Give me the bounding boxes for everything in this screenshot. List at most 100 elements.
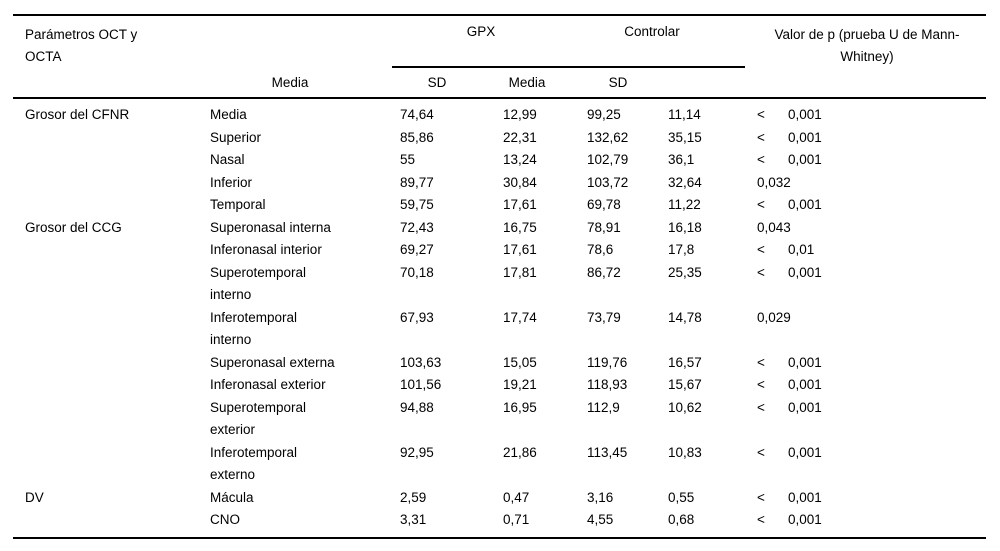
p-cell: <0,001 [755, 127, 986, 150]
ctrl-media-cell: 78,6 [587, 242, 614, 257]
gpx-media-cell: 59,75 [400, 197, 434, 212]
table-row: DV Mácula 2,59 0,47 3,16 0,55 <0,001 [13, 487, 986, 510]
param-line: Inferotemporal [210, 444, 298, 460]
gpx-sd-cell: 12,99 [503, 107, 537, 122]
table-row: Grosor del CFNR Media 74,64 12,99 99,25 … [13, 104, 986, 127]
group-cell [13, 194, 207, 217]
param-line: Temporal [210, 197, 266, 212]
p-cell: <0,001 [755, 374, 986, 397]
gpx-media-cell: 3,31 [400, 512, 427, 527]
p-cell: 0,029 [755, 307, 986, 352]
p-cell: <0,01 [755, 239, 986, 262]
param-line: Inferonasal interior [210, 242, 322, 257]
p-value-column-header: Valor de p (prueba U de Mann- Whitney) [753, 24, 981, 68]
param-line: Superotemporal [210, 264, 307, 280]
group-cell [13, 509, 207, 532]
gpx-media-cell: 67,93 [400, 309, 434, 325]
gpx-media-cell: 55 [400, 152, 416, 167]
param-line: CNO [210, 512, 240, 527]
group-cell [13, 442, 207, 487]
ctrl-media-cell: 3,16 [587, 489, 614, 505]
group-cell: Grosor del CCG [25, 219, 122, 235]
param-cell: Superonasal externa [207, 352, 392, 375]
p-value: 0,001 [788, 107, 822, 122]
params-column-header: Parámetros OCT y OCTA [25, 24, 137, 68]
ctrl-sd-cell: 16,18 [668, 219, 702, 235]
param-cell: Inferotemporal interno [207, 307, 392, 352]
p-cell: <0,001 [755, 397, 986, 442]
subheader-sd-1: SD [427, 75, 447, 90]
p-value: 0,01 [788, 242, 815, 257]
param-line: Superior [210, 129, 262, 145]
gpx-sd-cell: 16,75 [503, 219, 537, 235]
group-underline-rule [392, 66, 745, 68]
p-value: 0,029 [757, 309, 791, 325]
group-cell [13, 352, 207, 375]
p-less-than-sign: < [757, 129, 765, 145]
param-line: Media [210, 107, 247, 122]
p-header-line-1: Valor de p (prueba U de Mann- [774, 27, 960, 42]
header-separator-rule [13, 97, 986, 99]
param-line: externo [210, 467, 256, 482]
table-row: Inferonasal exterior 101,56 19,21 118,93… [13, 374, 986, 397]
param-line: Inferotemporal [210, 309, 298, 325]
table-row: Superior 85,86 22,31 132,62 35,15 <0,001 [13, 127, 986, 150]
param-cell: Superotemporal interno [207, 262, 392, 307]
gpx-group-header: GPX [466, 24, 496, 39]
param-cell: Superonasal interna [207, 217, 392, 240]
ctrl-media-cell: 113,45 [587, 444, 628, 460]
ctrl-sd-cell: 0,55 [668, 489, 695, 505]
table-row: Inferonasal interior 69,27 17,61 78,6 17… [13, 239, 986, 262]
param-line: Superonasal externa [210, 354, 335, 370]
group-cell: DV [25, 489, 44, 505]
p-less-than-sign: < [757, 107, 765, 122]
ctrl-sd-cell: 14,78 [668, 309, 702, 325]
param-cell: Inferotemporal externo [207, 442, 392, 487]
param-cell: Superior [207, 127, 392, 150]
param-line: Superotemporal [210, 399, 307, 415]
gpx-sd-cell: 17,61 [503, 242, 537, 257]
ctrl-media-cell: 78,91 [587, 219, 621, 235]
ctrl-sd-cell: 11,22 [668, 197, 701, 212]
param-cell: Superotemporal exterior [207, 397, 392, 442]
p-less-than-sign: < [757, 444, 765, 460]
table-row: Inferotemporal externo 92,95 21,86 113,45… [13, 442, 986, 487]
param-cell: Inferonasal interior [207, 239, 392, 262]
ctrl-media-cell: 99,25 [587, 107, 621, 122]
gpx-sd-cell: 0,71 [503, 512, 530, 527]
group-cell [13, 127, 207, 150]
p-value: 0,001 [788, 489, 822, 505]
bottom-rule [13, 537, 986, 539]
table-row: CNO 3,31 0,71 4,55 0,68 <0,001 [13, 509, 986, 532]
param-line: exterior [210, 422, 256, 437]
subheader-sd-2: SD [608, 75, 628, 90]
table-row: Grosor del CCG Superonasal interna 72,43… [13, 217, 986, 240]
gpx-sd-cell: 15,05 [503, 354, 537, 370]
p-cell: <0,001 [755, 487, 986, 510]
control-group-header: Controlar [624, 24, 680, 39]
ctrl-sd-cell: 36,1 [668, 152, 695, 167]
p-cell: <0,001 [755, 149, 986, 172]
param-cell: Media [207, 104, 392, 127]
param-line: interno [210, 332, 252, 347]
gpx-media-cell: 85,86 [400, 129, 434, 145]
ctrl-sd-cell: 35,15 [668, 129, 702, 145]
gpx-sd-cell: 22,31 [503, 129, 537, 145]
param-cell: Temporal [207, 194, 392, 217]
gpx-sd-cell: 17,74 [503, 309, 537, 325]
p-value: 0,043 [757, 219, 791, 235]
group-cell [13, 172, 207, 195]
param-cell: Mácula [207, 487, 392, 510]
gpx-sd-cell: 13,24 [503, 152, 537, 167]
p-header-line-2: Whitney) [840, 49, 894, 64]
table-row: Inferior 89,77 30,84 103,72 32,64 0,032 [13, 172, 986, 195]
ctrl-sd-cell: 25,35 [668, 264, 702, 280]
group-cell [13, 397, 207, 442]
ctrl-media-cell: 69,78 [587, 197, 621, 212]
p-less-than-sign: < [757, 377, 765, 392]
table-row: Superotemporal interno 70,18 17,81 86,72 … [13, 262, 986, 307]
p-cell: <0,001 [755, 442, 986, 487]
ctrl-media-cell: 119,76 [587, 354, 628, 370]
table-row: Superonasal externa 103,63 15,05 119,76 … [13, 352, 986, 375]
table-row: Temporal 59,75 17,61 69,78 11,22 <0,001 [13, 194, 986, 217]
